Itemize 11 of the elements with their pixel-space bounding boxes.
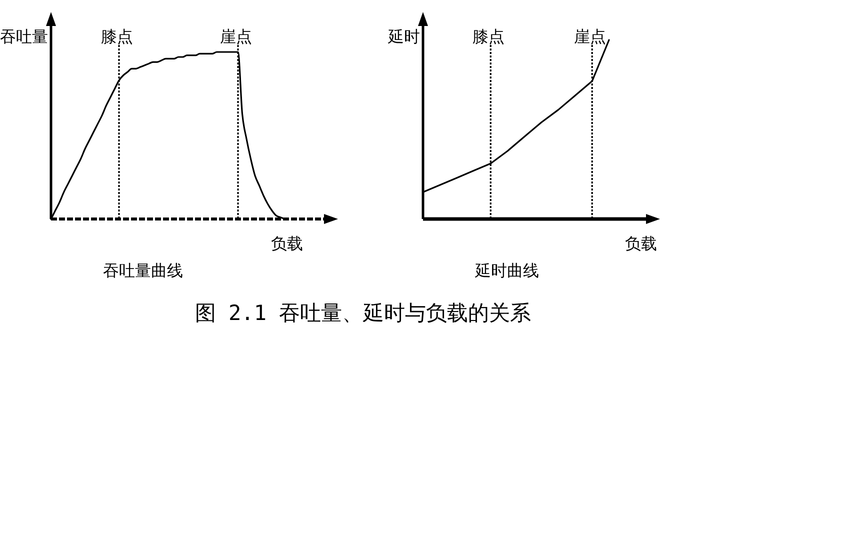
annotation: 崖点 <box>220 29 252 46</box>
annotation: 膝点 <box>101 29 133 46</box>
xlabel: 负载 <box>271 236 303 253</box>
ylabel: 吞吐量 <box>0 29 48 46</box>
annotation: 膝点 <box>472 29 505 46</box>
title: 图 2.1 吞吐量、延时与负载的关系 <box>194 301 532 325</box>
ylabel: 延时 <box>388 29 420 46</box>
title: 延时曲线 <box>475 263 539 280</box>
title: 吞吐量曲线 <box>103 263 183 280</box>
xlabel: 负载 <box>625 236 657 253</box>
annotation: 崖点 <box>574 29 606 46</box>
